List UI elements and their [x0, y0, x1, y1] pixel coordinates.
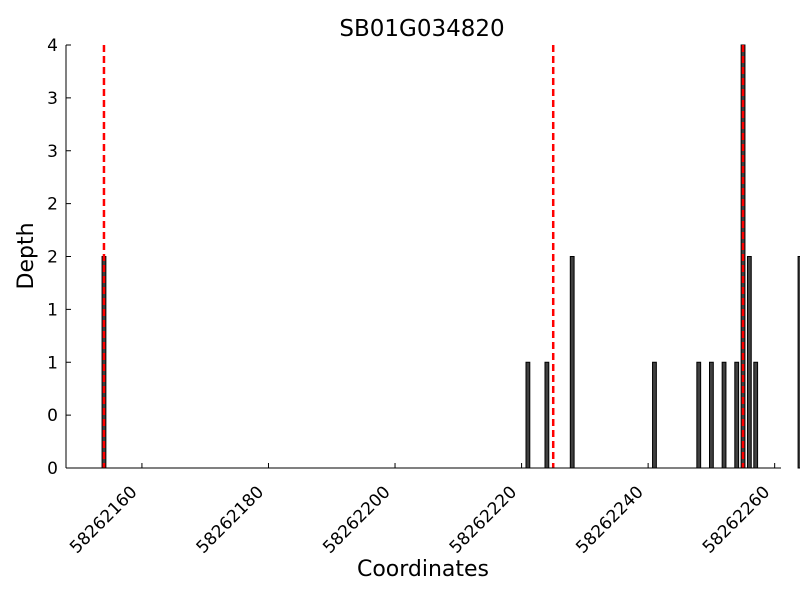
bar [753, 361, 759, 469]
bar [696, 361, 702, 469]
y-tick-label: 2 [47, 248, 58, 268]
bar [652, 361, 657, 469]
bar [734, 361, 740, 469]
bar [569, 256, 575, 469]
x-tick-label: 58262160 [66, 482, 141, 557]
plot-area: 58262160 58262180 58262200 58262220 58262240… [47, 36, 800, 558]
bar [544, 361, 550, 469]
bar [721, 361, 727, 469]
x-tick-label: 58262200 [319, 482, 394, 557]
bar [746, 256, 752, 469]
y-tick-label: 1 [47, 300, 58, 320]
x-tick-label: 58262220 [446, 482, 521, 557]
y-tick-label: 0 [47, 459, 58, 479]
y-tick-label: 1 [47, 353, 58, 373]
chart-title: SB01G034820 [339, 16, 504, 42]
x-tick-label: 58262180 [193, 482, 268, 557]
bar [525, 361, 531, 469]
y-tick-label: 3 [47, 89, 58, 109]
y-tick-label: 0 [47, 406, 58, 426]
y-tick-label: 2 [47, 195, 58, 215]
x-tick-label: 58262260 [699, 482, 774, 557]
y-tick-label: 3 [47, 142, 58, 162]
y-axis-label: Depth [14, 222, 39, 289]
x-tick-label: 58262240 [572, 482, 647, 557]
y-tick-label: 4 [47, 36, 58, 56]
x-axis-label: Coordinates [357, 557, 489, 582]
bar [709, 361, 714, 469]
